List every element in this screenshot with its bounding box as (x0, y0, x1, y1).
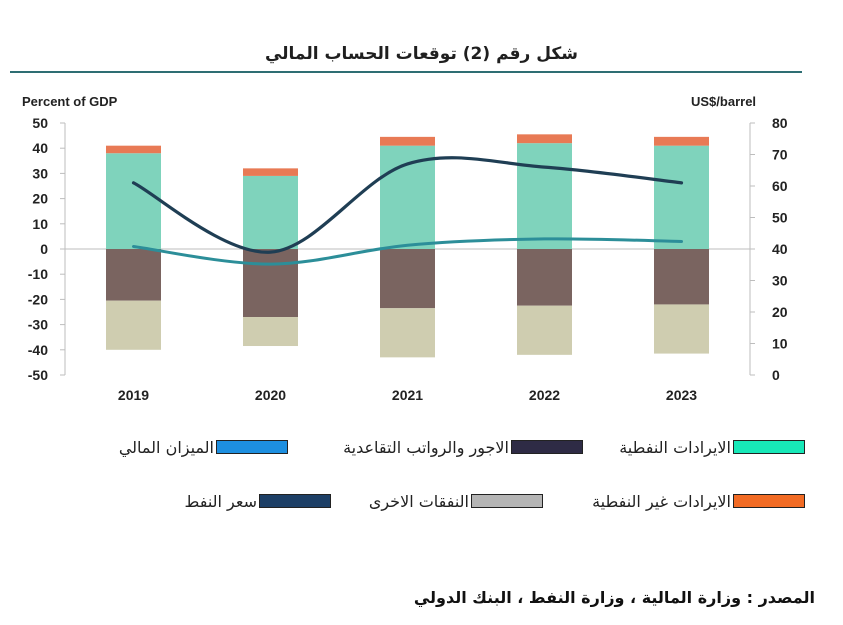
legend-item-wages: الاجور والرواتب التقاعدية (343, 436, 583, 458)
title-underline (10, 71, 802, 73)
legend-item-oil-price: سعر النفط (185, 490, 331, 512)
bar-oil-revenue (243, 175, 298, 249)
right-tick-label: 20 (772, 304, 788, 320)
right-tick-label: 10 (772, 336, 788, 352)
bar-oil-revenue (517, 143, 572, 249)
x-tick-label: 2019 (118, 387, 149, 403)
legend-label-oil-revenue: الايرادات النفطية (619, 437, 731, 457)
bar-nonoil-revenue (380, 136, 435, 146)
right-tick-label: 30 (772, 273, 788, 289)
legend-swatch-wages (511, 440, 583, 454)
x-tick-label: 2021 (392, 387, 423, 403)
right-tick-label: 60 (772, 178, 788, 194)
legend-swatch-other-expenditure (471, 494, 543, 508)
bar-wages (517, 249, 572, 306)
bar-oil-revenue (106, 153, 161, 249)
left-tick-label: 20 (32, 191, 48, 207)
bar-nonoil-revenue (243, 168, 298, 176)
bar-other-expenditure (243, 317, 298, 347)
x-tick-label: 2020 (255, 387, 286, 403)
right-tick-label: 50 (772, 210, 788, 226)
bar-nonoil-revenue (517, 134, 572, 144)
legend-item-fiscal-balance: الميزان المالي (119, 436, 288, 458)
left-tick-label: 40 (32, 140, 48, 156)
x-tick-label: 2022 (529, 387, 560, 403)
left-tick-label: 10 (32, 216, 48, 232)
left-tick-label: -20 (28, 291, 48, 307)
legend-swatch-nonoil-revenue (733, 494, 805, 508)
left-axis-title: Percent of GDP (22, 94, 118, 109)
bar-oil-revenue (654, 145, 709, 249)
left-tick-label: -30 (28, 317, 48, 333)
right-tick-label: 80 (772, 115, 788, 131)
right-tick-label: 40 (772, 241, 788, 257)
chart-title: شكل رقم (2) توقعات الحساب المالي (264, 44, 579, 64)
legend-item-oil-revenue: الايرادات النفطية (619, 436, 805, 458)
right-tick-label: 0 (772, 367, 780, 383)
legend-item-other-expenditure: النفقات الاخرى (369, 490, 543, 512)
source-note: المصدر : وزارة المالية ، وزارة النفط ، ا… (413, 588, 815, 607)
left-tick-label: -40 (28, 342, 48, 358)
legend-label-oil-price: سعر النفط (184, 491, 257, 511)
bar-other-expenditure (380, 308, 435, 358)
bar-other-expenditure (106, 300, 161, 350)
left-tick-label: 0 (40, 241, 48, 257)
legend-label-wages: الاجور والرواتب التقاعدية (343, 437, 509, 457)
bar-other-expenditure (517, 305, 572, 355)
legend-swatch-oil-revenue (733, 440, 805, 454)
bar-other-expenditure (654, 304, 709, 354)
legend-label-nonoil-revenue: الايرادات غير النفطية (592, 491, 731, 511)
bar-wages (380, 249, 435, 309)
left-tick-label: -10 (28, 266, 48, 282)
legend-swatch-oil-price (259, 494, 331, 508)
bar-wages (243, 249, 298, 318)
fiscal-chart: 50 40 30 20 10 0 -10 -20 -30 -40 -50 80 70 60 50 40 30 20… (28, 115, 788, 403)
legend-label-other-expenditure: النفقات الاخرى (368, 491, 469, 511)
bar-nonoil-revenue (106, 145, 161, 154)
line-oil-price (131, 156, 684, 254)
bar-nonoil-revenue (654, 136, 709, 146)
x-tick-label: 2023 (666, 387, 697, 403)
right-tick-label: 70 (772, 147, 788, 163)
line-fiscal-balance (132, 237, 683, 266)
legend-label-fiscal-balance: الميزان المالي (118, 437, 214, 457)
left-tick-label: 30 (32, 165, 48, 181)
legend-item-nonoil-revenue: الايرادات غير النفطية (592, 490, 805, 512)
legend-swatch-fiscal-balance (216, 440, 288, 454)
bar-wages (654, 249, 709, 305)
bar-wages (106, 249, 161, 301)
right-axis-title: US$/barrel (691, 94, 757, 109)
left-tick-label: -50 (28, 367, 48, 383)
left-tick-label: 50 (32, 115, 48, 131)
